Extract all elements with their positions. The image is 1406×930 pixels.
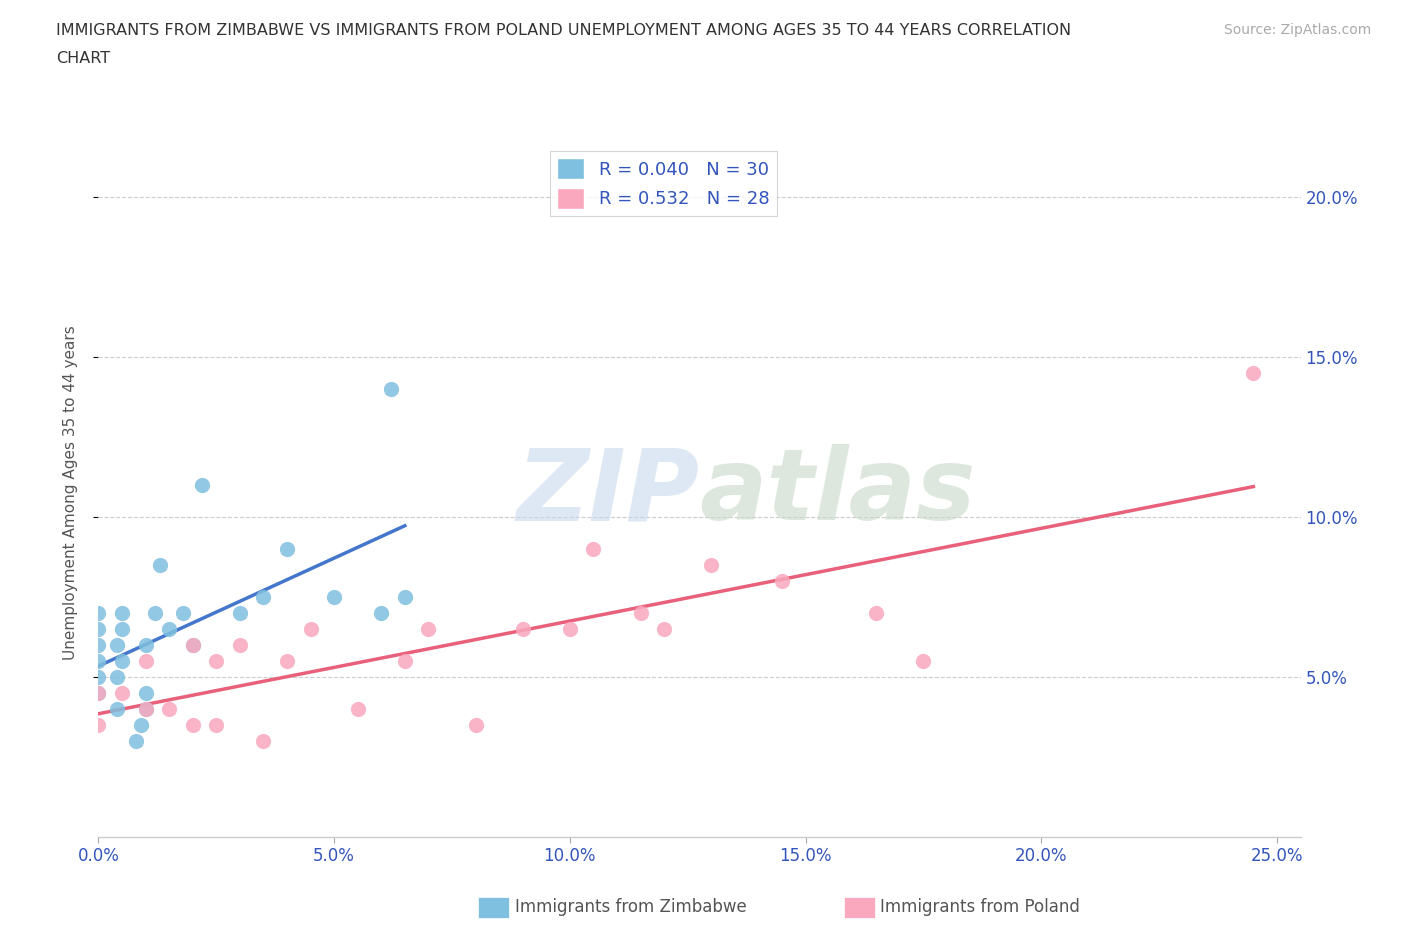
Point	[229, 637, 252, 652]
Point	[191, 477, 214, 492]
Point	[135, 701, 157, 716]
Point	[105, 701, 128, 716]
Point	[865, 605, 887, 620]
Point	[135, 654, 157, 669]
Point	[558, 621, 581, 636]
Point	[87, 685, 110, 700]
Point	[111, 685, 134, 700]
Point	[418, 621, 440, 636]
Point	[87, 605, 110, 620]
Point	[630, 605, 652, 620]
Point	[512, 621, 534, 636]
Text: IMMIGRANTS FROM ZIMBABWE VS IMMIGRANTS FROM POLAND UNEMPLOYMENT AMONG AGES 35 TO: IMMIGRANTS FROM ZIMBABWE VS IMMIGRANTS F…	[56, 23, 1071, 38]
Point	[205, 718, 228, 733]
Legend: R = 0.040   N = 30, R = 0.532   N = 28: R = 0.040 N = 30, R = 0.532 N = 28	[550, 151, 776, 216]
Point	[464, 718, 486, 733]
Point	[149, 557, 172, 572]
Point	[87, 637, 110, 652]
Point	[87, 718, 110, 733]
Point	[105, 637, 128, 652]
Point	[143, 605, 166, 620]
Point	[125, 734, 148, 749]
Point	[770, 574, 793, 589]
Text: ZIP: ZIP	[516, 445, 700, 541]
Point	[135, 685, 157, 700]
Point	[323, 590, 346, 604]
Point	[111, 654, 134, 669]
Point	[252, 734, 274, 749]
Point	[299, 621, 322, 636]
Point	[276, 541, 298, 556]
Text: Immigrants from Zimbabwe: Immigrants from Zimbabwe	[515, 897, 747, 916]
Point	[87, 685, 110, 700]
Point	[87, 654, 110, 669]
Point	[912, 654, 935, 669]
Point	[394, 590, 416, 604]
Point	[181, 637, 204, 652]
Point	[229, 605, 252, 620]
Point	[394, 654, 416, 669]
Point	[1241, 365, 1264, 380]
Point	[157, 701, 180, 716]
Point	[582, 541, 605, 556]
Y-axis label: Unemployment Among Ages 35 to 44 years: Unemployment Among Ages 35 to 44 years	[63, 326, 77, 660]
Point	[111, 621, 134, 636]
Text: CHART: CHART	[56, 51, 110, 66]
Point	[276, 654, 298, 669]
Point	[129, 718, 152, 733]
Point	[370, 605, 392, 620]
Point	[252, 590, 274, 604]
Point	[157, 621, 180, 636]
Point	[135, 701, 157, 716]
Point	[346, 701, 368, 716]
Point	[380, 381, 402, 396]
Text: Source: ZipAtlas.com: Source: ZipAtlas.com	[1223, 23, 1371, 37]
Text: Immigrants from Poland: Immigrants from Poland	[880, 897, 1080, 916]
Point	[205, 654, 228, 669]
Point	[87, 621, 110, 636]
Point	[652, 621, 675, 636]
Point	[181, 718, 204, 733]
Point	[105, 670, 128, 684]
Text: atlas: atlas	[700, 445, 976, 541]
Point	[135, 637, 157, 652]
Point	[181, 637, 204, 652]
Point	[87, 670, 110, 684]
Point	[111, 605, 134, 620]
Point	[700, 557, 723, 572]
Point	[172, 605, 194, 620]
